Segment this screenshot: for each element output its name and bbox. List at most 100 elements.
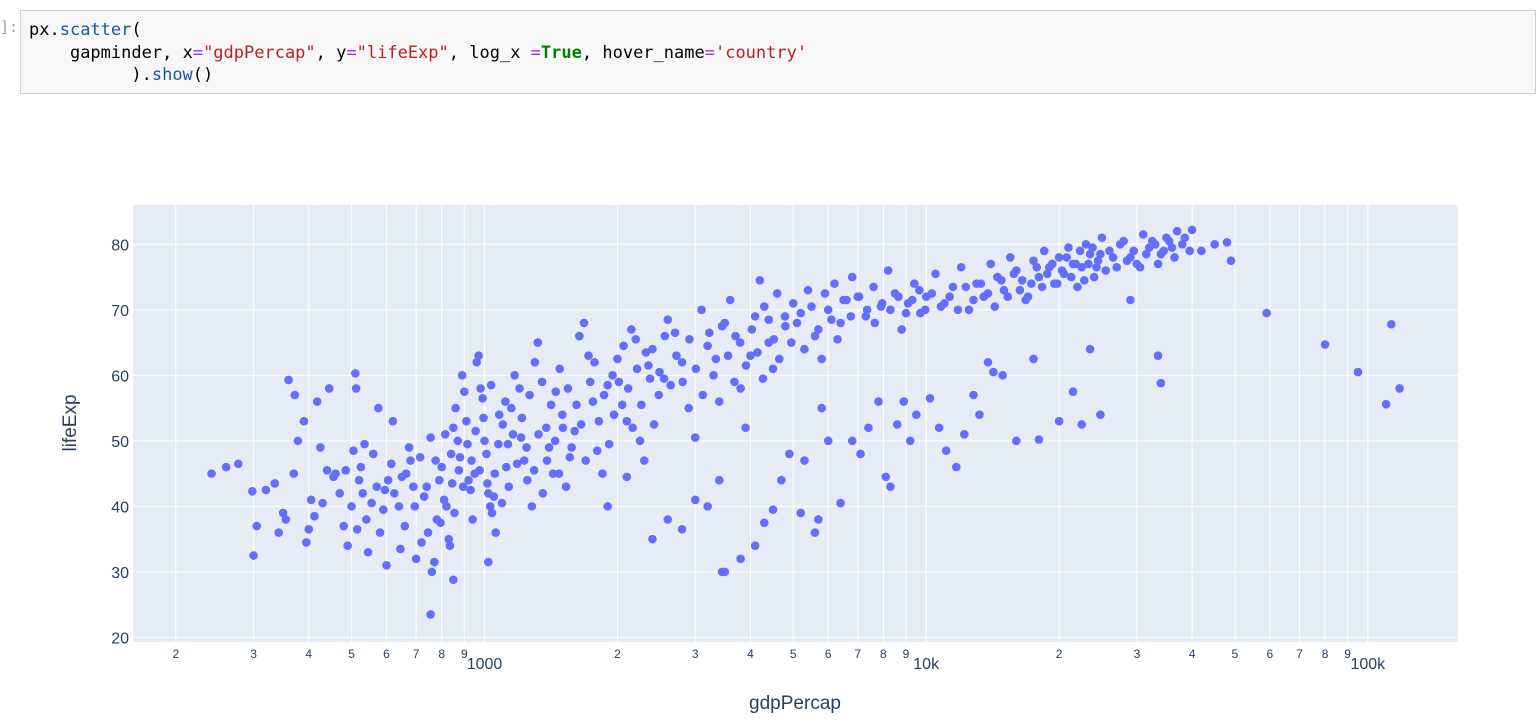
data-point[interactable] (588, 397, 598, 406)
data-point[interactable] (705, 328, 714, 338)
data-point[interactable] (487, 508, 497, 518)
data-point[interactable] (497, 498, 507, 508)
data-point[interactable] (352, 525, 362, 534)
data-point[interactable] (753, 348, 762, 357)
data-point[interactable] (628, 423, 637, 433)
data-point[interactable] (289, 469, 299, 478)
data-point[interactable] (905, 436, 915, 446)
data-point[interactable] (440, 430, 450, 439)
data-point[interactable] (817, 354, 826, 364)
data-point[interactable] (1037, 282, 1047, 292)
data-point[interactable] (1222, 238, 1232, 247)
data-point[interactable] (501, 462, 511, 472)
data-point[interactable] (792, 318, 802, 328)
data-point[interactable] (983, 289, 993, 298)
data-point[interactable] (796, 308, 806, 318)
data-point[interactable] (557, 410, 567, 419)
data-point[interactable] (786, 338, 796, 347)
data-point[interactable] (823, 436, 833, 446)
data-point[interactable] (746, 351, 755, 360)
data-point[interactable] (788, 298, 798, 308)
data-point[interactable] (691, 364, 701, 374)
data-point[interactable] (934, 423, 944, 433)
data-point[interactable] (663, 315, 673, 324)
data-point[interactable] (912, 410, 921, 419)
data-point[interactable] (823, 305, 833, 315)
data-point[interactable] (772, 289, 782, 298)
data-point[interactable] (341, 466, 351, 475)
data-point[interactable] (670, 328, 680, 338)
data-point[interactable] (1054, 416, 1064, 426)
data-point[interactable] (415, 452, 425, 462)
data-point[interactable] (622, 472, 632, 482)
data-point[interactable] (304, 525, 314, 534)
scatter-points[interactable] (207, 225, 1404, 619)
data-point[interactable] (1075, 246, 1085, 256)
data-point[interactable] (494, 439, 503, 449)
data-point[interactable] (941, 446, 951, 455)
data-point[interactable] (755, 276, 765, 285)
data-point[interactable] (510, 371, 519, 380)
data-point[interactable] (986, 259, 996, 269)
data-point[interactable] (864, 423, 873, 433)
data-point[interactable] (677, 525, 687, 534)
data-point[interactable] (1054, 253, 1064, 262)
data-point[interactable] (207, 469, 216, 478)
data-point[interactable] (503, 439, 513, 449)
data-point[interactable] (998, 371, 1007, 380)
data-point[interactable] (444, 534, 454, 544)
data-point[interactable] (375, 528, 385, 537)
data-point[interactable] (1112, 262, 1121, 272)
data-point[interactable] (261, 485, 271, 495)
data-point[interactable] (814, 325, 823, 334)
data-point[interactable] (466, 485, 475, 495)
data-point[interactable] (351, 369, 360, 378)
data-point[interactable] (617, 400, 627, 410)
data-point[interactable] (999, 285, 1009, 295)
data-point[interactable] (1138, 230, 1148, 239)
data-point[interactable] (1088, 243, 1097, 252)
data-point[interactable] (410, 502, 420, 511)
data-point[interactable] (862, 305, 872, 315)
data-point[interactable] (585, 377, 595, 387)
data-point[interactable] (901, 308, 911, 318)
data-point[interactable] (316, 443, 325, 452)
code-editor[interactable]: px.scatter( gapminder, x="gdpPercap", y=… (21, 11, 1535, 87)
data-point[interactable] (645, 374, 655, 383)
data-point[interactable] (252, 521, 262, 531)
data-point[interactable] (663, 515, 673, 524)
data-point[interactable] (542, 456, 552, 465)
data-point[interactable] (655, 367, 664, 377)
data-point[interactable] (1005, 253, 1015, 262)
data-point[interactable] (541, 423, 551, 433)
data-point[interactable] (836, 498, 845, 508)
data-point[interactable] (247, 487, 257, 496)
data-point[interactable] (445, 541, 455, 550)
data-point[interactable] (820, 289, 830, 298)
data-point[interactable] (533, 338, 543, 347)
data-point[interactable] (810, 331, 820, 341)
data-point[interactable] (1147, 236, 1157, 246)
data-point[interactable] (299, 416, 309, 426)
data-point[interactable] (1052, 279, 1062, 288)
data-point[interactable] (548, 469, 558, 478)
data-point[interactable] (558, 423, 568, 433)
data-point[interactable] (467, 456, 476, 465)
data-point[interactable] (725, 295, 735, 305)
data-point[interactable] (639, 456, 649, 465)
data-point[interactable] (964, 305, 974, 315)
data-point[interactable] (249, 551, 258, 560)
data-point[interactable] (1108, 253, 1118, 262)
data-point[interactable] (368, 449, 378, 459)
data-point[interactable] (750, 541, 760, 550)
data-point[interactable] (537, 377, 547, 387)
data-point[interactable] (525, 390, 534, 400)
data-point[interactable] (637, 400, 646, 410)
data-point[interactable] (382, 561, 391, 570)
data-point[interactable] (648, 534, 657, 544)
data-point[interactable] (463, 439, 472, 449)
data-point[interactable] (349, 446, 358, 455)
data-point[interactable] (546, 400, 556, 410)
data-point[interactable] (380, 485, 390, 495)
data-point[interactable] (920, 305, 930, 315)
